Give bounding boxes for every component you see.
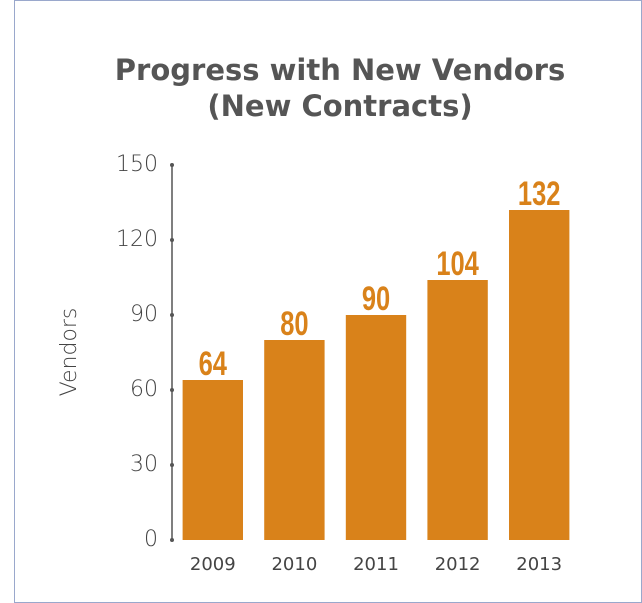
x-tick-label: 2013 <box>516 554 562 575</box>
tick-mark <box>170 313 174 317</box>
bar <box>509 210 570 540</box>
y-tick-label: 0 <box>144 527 158 552</box>
value-label: 90 <box>362 281 390 318</box>
x-tick-label: 2011 <box>353 554 399 575</box>
value-label: 132 <box>518 176 561 213</box>
tick-mark <box>170 163 174 167</box>
y-tick-label: 120 <box>116 227 158 252</box>
y-tick-label: 30 <box>130 452 158 477</box>
y-tick-label: 150 <box>116 152 158 177</box>
x-tick-label: 2009 <box>190 554 236 575</box>
tick-mark <box>170 538 174 542</box>
y-axis-label: Vendors <box>57 308 82 397</box>
tick-mark <box>170 238 174 242</box>
tick-mark <box>170 463 174 467</box>
x-tick-label: 2010 <box>271 554 317 575</box>
value-label: 80 <box>280 306 308 343</box>
chart-title: Progress with New Vendors <box>115 53 565 87</box>
bar <box>427 280 488 540</box>
value-label: 104 <box>436 246 479 283</box>
bar <box>182 380 243 540</box>
bar <box>264 340 325 540</box>
bar <box>345 315 407 540</box>
value-label: 64 <box>199 346 228 383</box>
y-tick-label: 60 <box>130 377 158 402</box>
chart-title: (New Contracts) <box>207 89 472 123</box>
y-tick-label: 90 <box>130 302 158 327</box>
x-tick-label: 2012 <box>435 554 481 575</box>
tick-mark <box>170 388 174 392</box>
